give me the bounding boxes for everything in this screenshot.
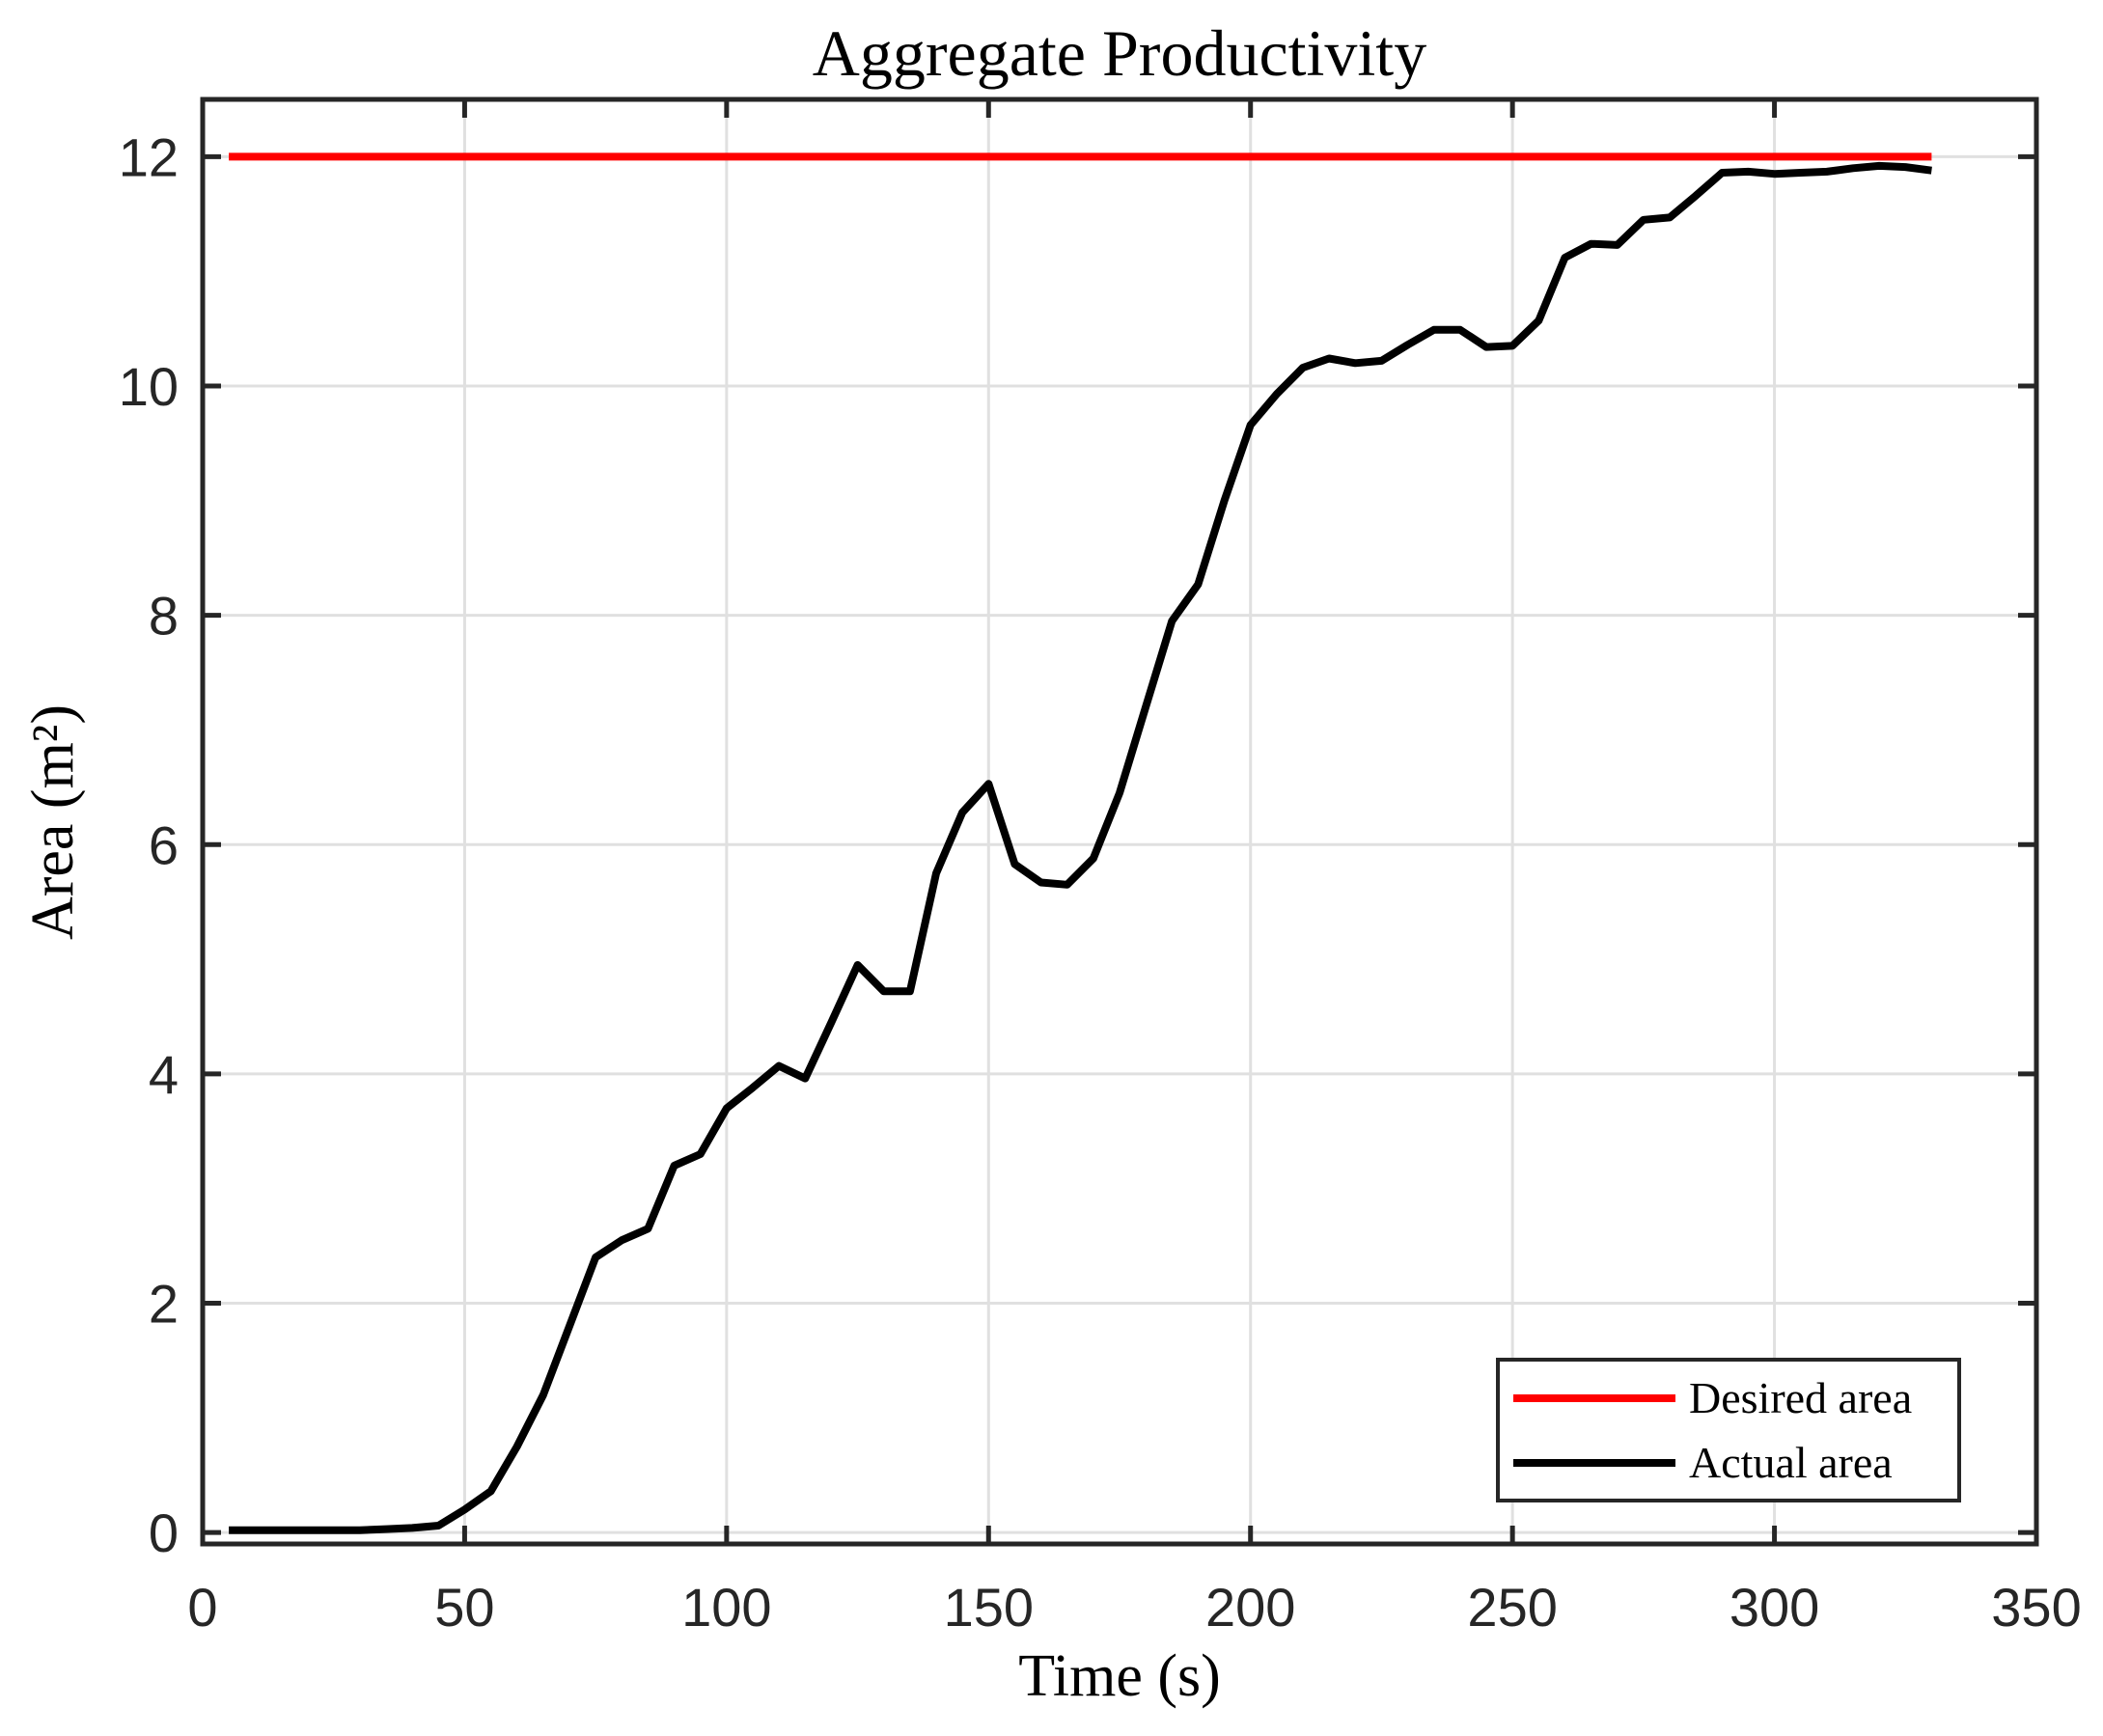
legend: Desired area Actual area bbox=[1496, 1358, 1961, 1502]
legend-box bbox=[1496, 1358, 1961, 1502]
x-tick-label-300: 300 bbox=[1729, 1577, 1819, 1638]
tick-marks bbox=[200, 99, 2039, 1544]
y-tick-label-6: 6 bbox=[149, 814, 179, 875]
x-axis-label: Time (s) bbox=[1018, 1643, 1221, 1709]
x-tick-label-0: 0 bbox=[187, 1577, 217, 1638]
y-tick-label-0: 0 bbox=[149, 1502, 179, 1563]
x-tick-label-200: 200 bbox=[1205, 1577, 1295, 1638]
y-tick-label-8: 8 bbox=[149, 586, 179, 647]
legend-label-actual-area: Actual area bbox=[1689, 1438, 1893, 1487]
data-series bbox=[229, 152, 1932, 1534]
x-tick-label-350: 350 bbox=[1991, 1577, 2081, 1638]
y-axis-label: Area (m²) bbox=[20, 704, 86, 940]
series-line-actual-area bbox=[229, 161, 1932, 1534]
x-tick-label-100: 100 bbox=[681, 1577, 771, 1638]
y-tick-label-4: 4 bbox=[149, 1044, 179, 1105]
y-tick-label-10: 10 bbox=[119, 356, 179, 417]
chart-title: Aggregate Productivity bbox=[813, 16, 1426, 90]
legend-label-desired-area: Desired area bbox=[1689, 1373, 1912, 1422]
y-tick-label-2: 2 bbox=[149, 1274, 179, 1335]
y-tick-label-12: 12 bbox=[119, 126, 179, 187]
x-tick-label-250: 250 bbox=[1467, 1577, 1557, 1638]
x-tick-label-50: 50 bbox=[434, 1577, 494, 1638]
plot-border bbox=[200, 96, 2039, 1547]
x-tick-label-150: 150 bbox=[944, 1577, 1034, 1638]
x-axis-tick-labels: 0 50 100 150 200 250 300 350 bbox=[187, 1577, 2081, 1638]
y-axis-tick-labels: 0 2 4 6 8 10 12 bbox=[119, 126, 179, 1563]
